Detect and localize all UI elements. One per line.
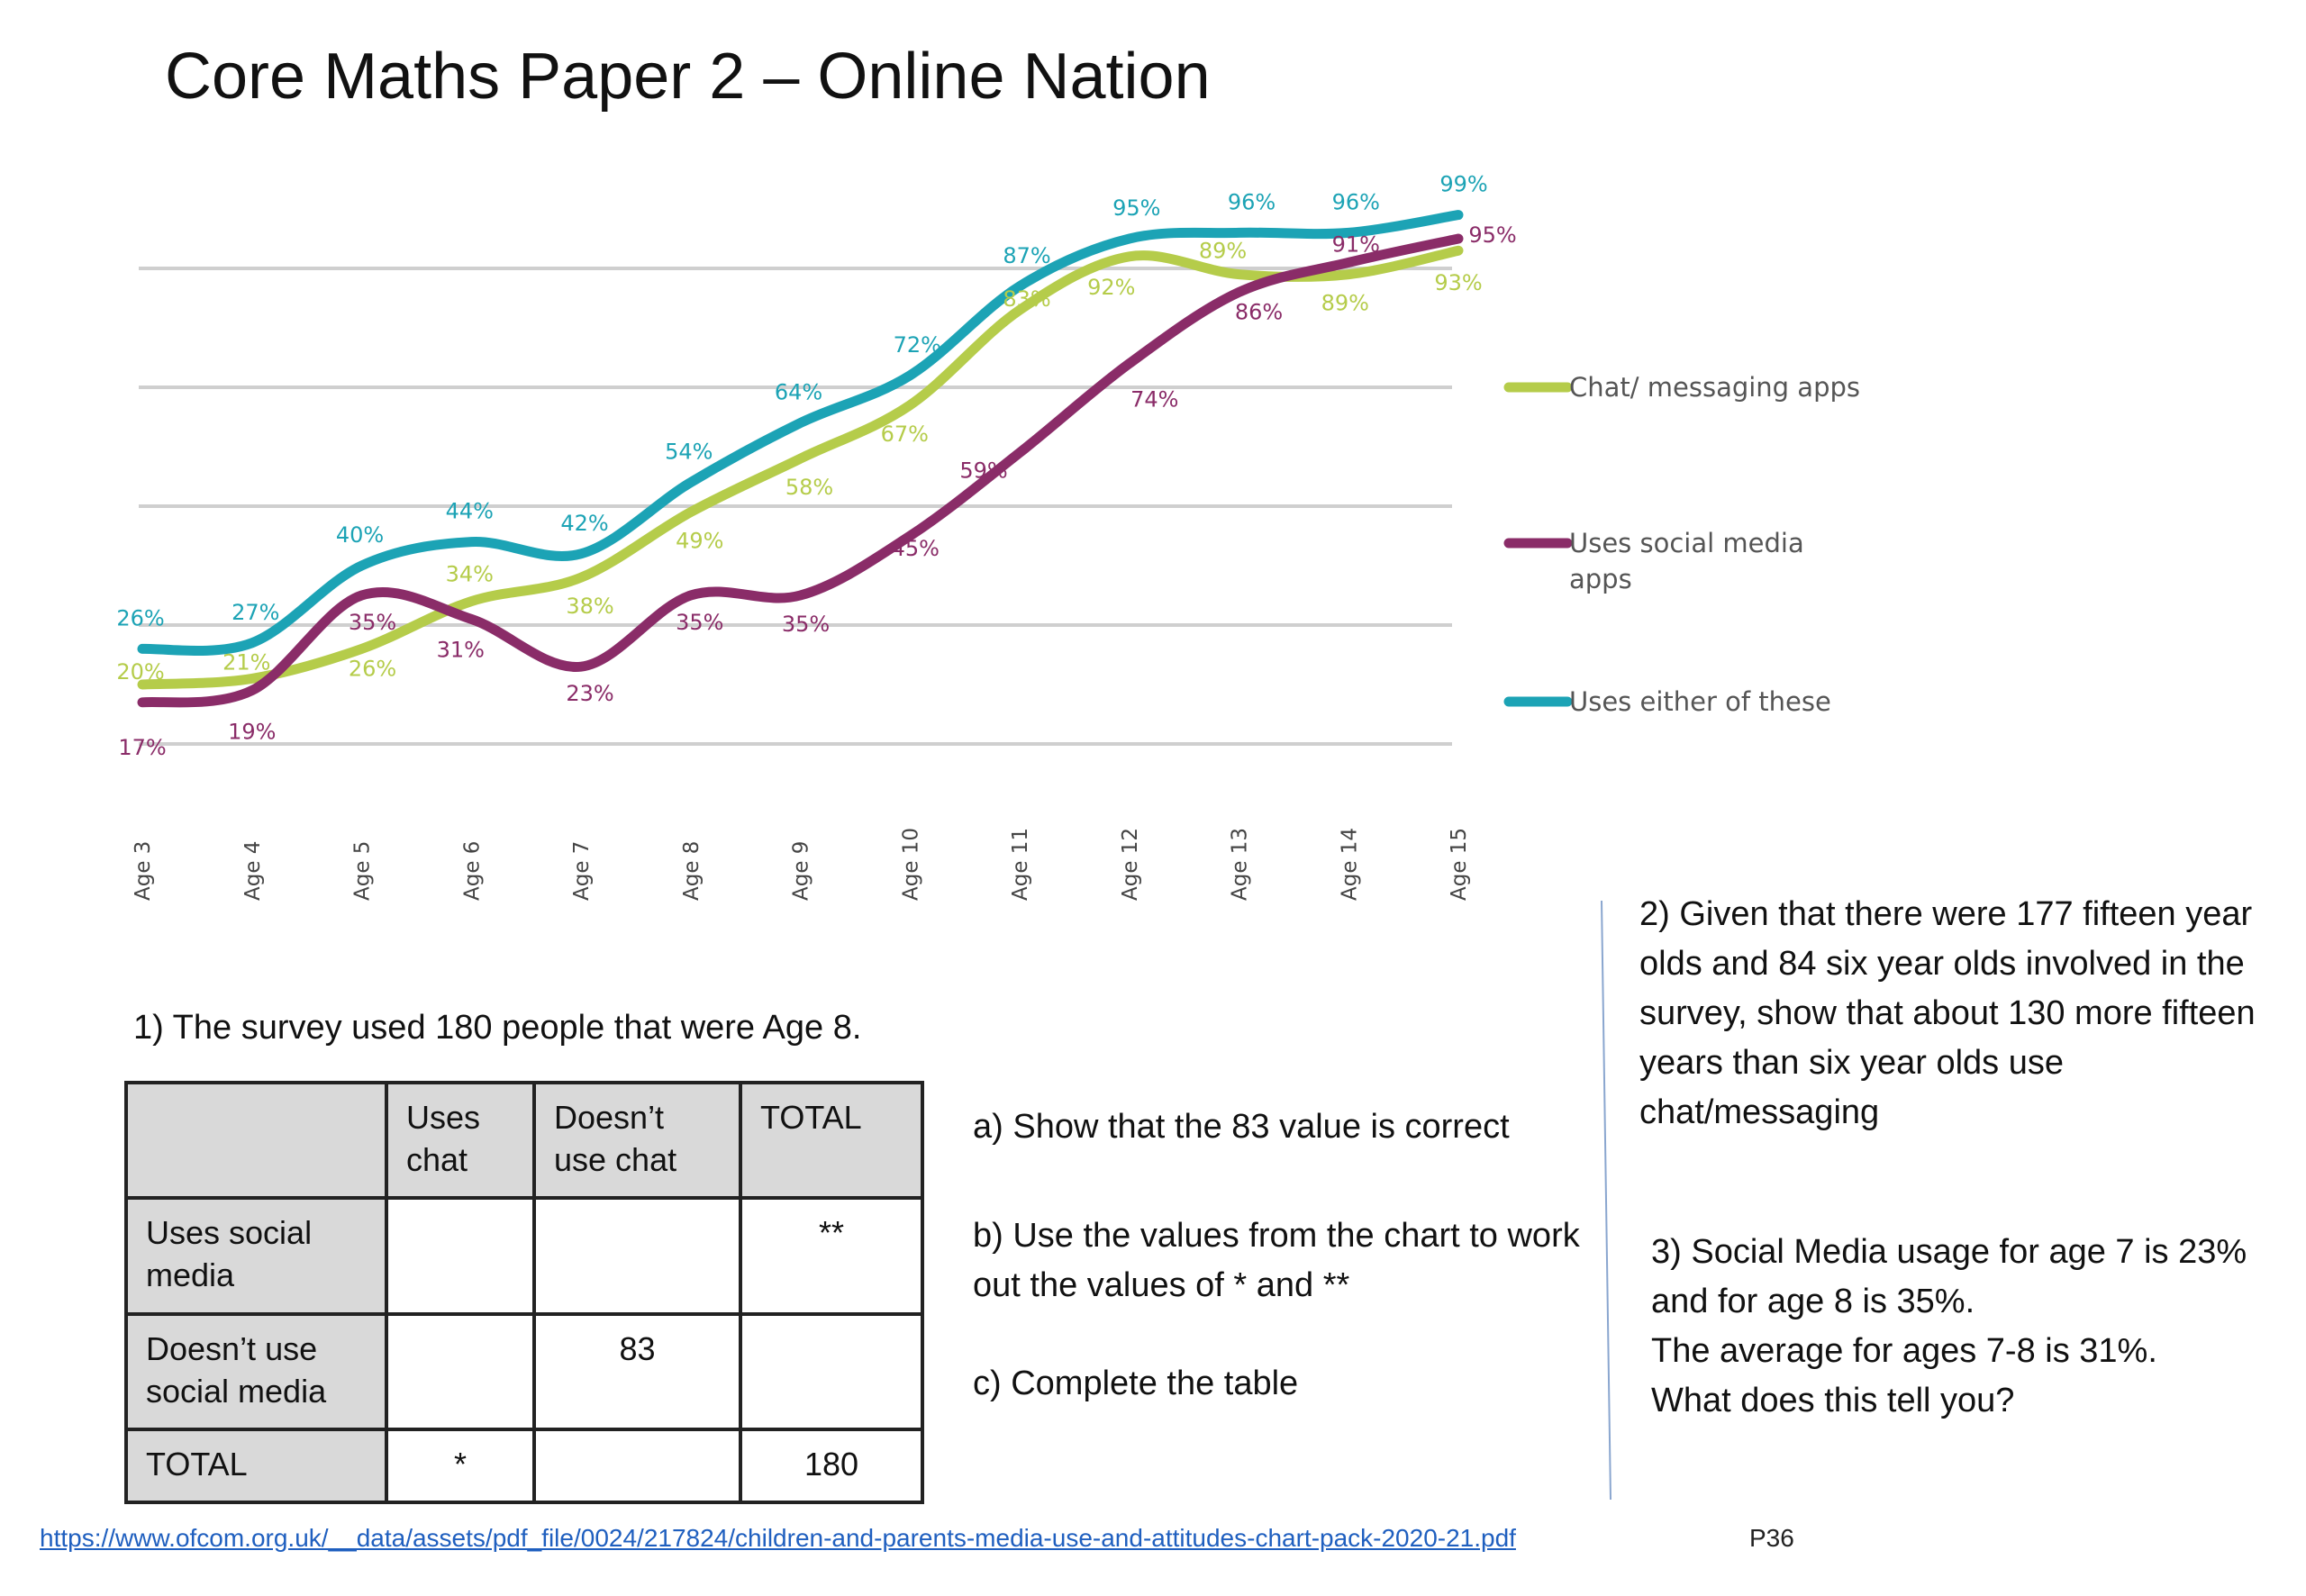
table-cell	[532, 1196, 742, 1316]
series-line	[137, 210, 1464, 656]
question-3-line: The average for ages 7-8 is 31%.	[1651, 1332, 2157, 1371]
data-label: 17%	[118, 735, 166, 760]
x-tick-label: Age 7	[570, 841, 594, 901]
data-label: 40%	[336, 522, 384, 548]
question-1a: a) Show that the 83 value is correct	[973, 1108, 1510, 1146]
table-cell: *	[385, 1428, 536, 1504]
table-header-cell: Uses chat	[385, 1080, 536, 1201]
table-cell	[739, 1311, 924, 1432]
question-3-line: 3) Social Media usage for age 7 is 23% a…	[1651, 1233, 2247, 1321]
x-tick-label: Age 4	[241, 841, 265, 901]
data-label: 44%	[446, 499, 494, 524]
question-1-intro: 1) The survey used 180 people that were …	[133, 1009, 862, 1047]
data-label: 26%	[349, 656, 396, 681]
legend-label: Uses either of these	[1569, 686, 1831, 717]
x-tick-label: Age 15	[1448, 828, 1471, 901]
data-label: 27%	[232, 600, 279, 625]
data-label: 86%	[1235, 299, 1283, 324]
data-label: 35%	[676, 610, 723, 635]
data-label: 89%	[1199, 239, 1247, 264]
data-label: 59%	[959, 458, 1007, 484]
table-header-cell: TOTAL	[739, 1080, 924, 1201]
data-label: 45%	[892, 536, 940, 561]
table-row-label: TOTAL	[124, 1428, 388, 1504]
data-label: 96%	[1228, 189, 1276, 214]
data-label: 19%	[228, 720, 276, 745]
table-cell	[385, 1311, 536, 1432]
data-label: 26%	[116, 605, 164, 630]
question-3-line: What does this tell you?	[1651, 1382, 2015, 1420]
question-1c: c) Complete the table	[973, 1365, 1299, 1402]
data-label: 35%	[349, 610, 396, 635]
gridlines	[139, 267, 1452, 746]
legend-label: Uses social media apps	[1569, 528, 1804, 594]
table-header-cell: Doesn’t use chat	[532, 1080, 742, 1201]
table-row: Doesn’t use social media 83	[124, 1311, 924, 1432]
table-row: Uses social media **	[124, 1196, 924, 1316]
data-label: 72%	[894, 332, 941, 358]
table-row-label: Doesn’t use social media	[124, 1311, 388, 1432]
page-title: Core Maths Paper 2 – Online Nation	[165, 41, 1211, 113]
data-label: 91%	[1332, 231, 1380, 257]
data-label: 92%	[1087, 275, 1135, 300]
data-label: 83%	[1003, 286, 1050, 312]
table-cell	[532, 1428, 742, 1504]
data-label: 74%	[1130, 387, 1178, 413]
table-cell	[385, 1196, 536, 1316]
series-lines	[137, 210, 1464, 708]
question-1b: b) Use the values from the chart to work…	[973, 1217, 1580, 1305]
x-tick-label: Age 6	[460, 841, 484, 901]
data-label: 89%	[1321, 291, 1369, 316]
table-cell	[124, 1080, 388, 1201]
x-tick-label: Age 3	[132, 841, 155, 901]
data-label: 67%	[881, 422, 929, 447]
page-reference: P36	[1749, 1524, 1794, 1552]
data-label: 99%	[1439, 172, 1487, 197]
data-label: 93%	[1434, 270, 1482, 295]
x-tick-label: Age 14	[1338, 828, 1361, 901]
data-label: 95%	[1112, 195, 1160, 221]
survey-table: Uses chat Doesn’t use chat TOTAL Uses so…	[124, 1080, 924, 1504]
data-label: 58%	[785, 475, 833, 500]
x-tick-label: Age 5	[351, 841, 375, 901]
data-label: 49%	[676, 529, 723, 554]
data-label: 20%	[116, 659, 164, 685]
legend: Chat/ messaging apps Uses social media app…	[1503, 372, 1860, 717]
legend-label: Chat/ messaging apps	[1569, 372, 1860, 403]
data-label: 38%	[566, 594, 613, 619]
data-label: 87%	[1003, 243, 1050, 268]
table-cell: 180	[739, 1428, 924, 1504]
series-line	[137, 233, 1464, 708]
data-label: 42%	[560, 511, 608, 536]
series-line	[137, 245, 1464, 690]
table-row: TOTAL * 180	[124, 1428, 924, 1504]
data-labels: 20% 21% 26% 34% 38% 49% 58% 67% 83% 92% 89% 89% 93% 1…	[116, 172, 1516, 760]
source-link[interactable]: https://www.ofcom.org.uk/__data/assets/p…	[40, 1524, 1516, 1552]
x-tick-label: Age 11	[1009, 828, 1032, 901]
data-label: 95%	[1468, 222, 1516, 248]
data-label: 34%	[446, 562, 494, 587]
data-label: 23%	[566, 681, 613, 706]
x-tick-label: Age 10	[899, 828, 922, 901]
data-label: 96%	[1332, 189, 1380, 214]
data-label: 35%	[782, 612, 830, 637]
question-2: 2) Given that there were 177 fifteen yea…	[1639, 895, 2256, 1132]
data-label: 31%	[437, 637, 485, 662]
data-label: 64%	[775, 380, 822, 405]
x-tick-label: Age 13	[1229, 828, 1252, 901]
x-tick-label: Age 9	[790, 841, 813, 901]
table-row-label: Uses social media	[124, 1196, 388, 1316]
data-label: 54%	[665, 440, 713, 465]
table-cell: **	[739, 1196, 924, 1316]
data-label: 21%	[222, 649, 270, 675]
x-tick-label: Age 12	[1119, 828, 1142, 901]
question-3: 3) Social Media usage for age 7 is 23% a…	[1651, 1228, 2300, 1426]
table-header-row: Uses chat Doesn’t use chat TOTAL	[124, 1080, 924, 1201]
x-axis-ticks: Age 3 Age 4 Age 5 Age 6 Age 7 Age 8 Age 9 Age 1…	[132, 828, 1471, 901]
line-chart: 20% 21% 26% 34% 38% 49% 58% 67% 83% 92% 89% 89% 93% 1…	[116, 172, 1860, 901]
x-tick-label: Age 8	[680, 841, 704, 901]
table-cell: 83	[532, 1311, 742, 1432]
